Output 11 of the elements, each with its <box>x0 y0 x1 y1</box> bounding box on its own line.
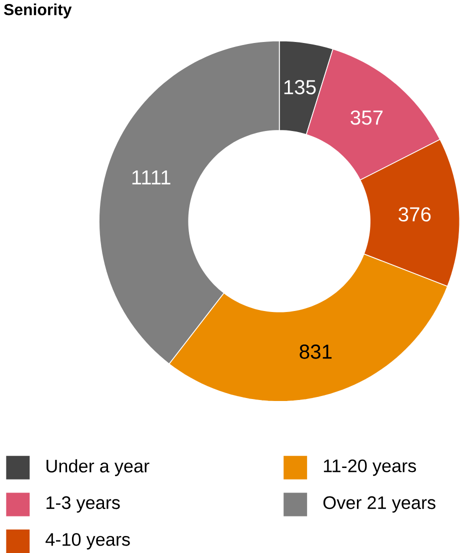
chart-title: Seniority <box>4 4 72 18</box>
data-label: 357 <box>350 110 383 125</box>
legend-label: Under a year <box>46 459 150 476</box>
data-label: 376 <box>398 207 431 222</box>
legend-label: 4-10 years <box>46 533 130 550</box>
legend-label: Over 21 years <box>323 496 436 513</box>
data-label: 831 <box>300 344 332 359</box>
legend-label: 11-20 years <box>324 459 416 476</box>
data-label: 1111 <box>132 170 170 184</box>
data-label: 135 <box>284 80 316 94</box>
legend-label: 1-3 years <box>46 496 120 513</box>
